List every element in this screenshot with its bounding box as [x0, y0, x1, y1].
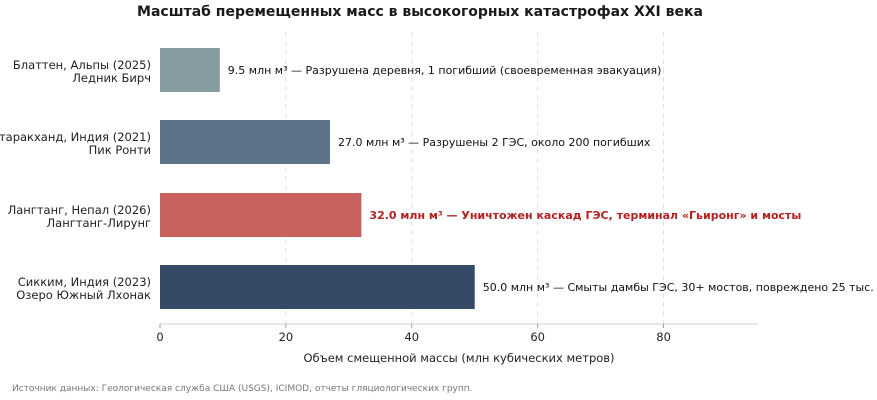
- chart-title: Масштаб перемещенных масс в высокогорных…: [137, 4, 703, 20]
- x-tick-label: 60: [530, 330, 545, 344]
- x-tick-label: 20: [279, 330, 294, 344]
- x-tick-label: 80: [656, 330, 671, 344]
- bar: [160, 265, 475, 309]
- data-label: 9.5 млн м³ — Разрушена деревня, 1 погибш…: [228, 64, 662, 77]
- x-tick-labels: 0 20 40 60 80: [156, 324, 671, 344]
- data-label: 27.0 млн м³ — Разрушены 2 ГЭС, около 200…: [338, 136, 651, 149]
- x-tick-label: 0: [156, 330, 163, 344]
- category-label: Сикким, Индия (2023) Озеро Южный Лхонак: [16, 275, 151, 302]
- bars-group: [160, 48, 475, 309]
- category-label: Уттаракханд, Индия (2021) Пик Ронти: [0, 130, 151, 157]
- category-label: Блаттен, Альпы (2025) Ледник Бирч: [13, 58, 151, 85]
- annotations: 9.5 млн м³ — Разрушена деревня, 1 погибш…: [228, 64, 877, 294]
- bar: [160, 48, 220, 92]
- data-label: 32.0 млн м³ — Уничтожен каскад ГЭС, терм…: [369, 209, 801, 222]
- x-axis-label: Объем смещенной массы (млн кубических ме…: [303, 351, 614, 365]
- bar: [160, 120, 330, 164]
- source-note: Источник данных: Геологическая служба СШ…: [12, 384, 473, 394]
- category-label: Лангтанг, Непал (2026) Лангтанг-Лирунг: [8, 203, 151, 230]
- bar: [160, 193, 362, 237]
- data-label: 50.0 млн м³ — Смыты дамбы ГЭС, 30+ мосто…: [483, 281, 877, 294]
- x-tick-label: 40: [404, 330, 419, 344]
- category-labels: Блаттен, Альпы (2025) Ледник Бирч Уттаракх…: [0, 58, 151, 302]
